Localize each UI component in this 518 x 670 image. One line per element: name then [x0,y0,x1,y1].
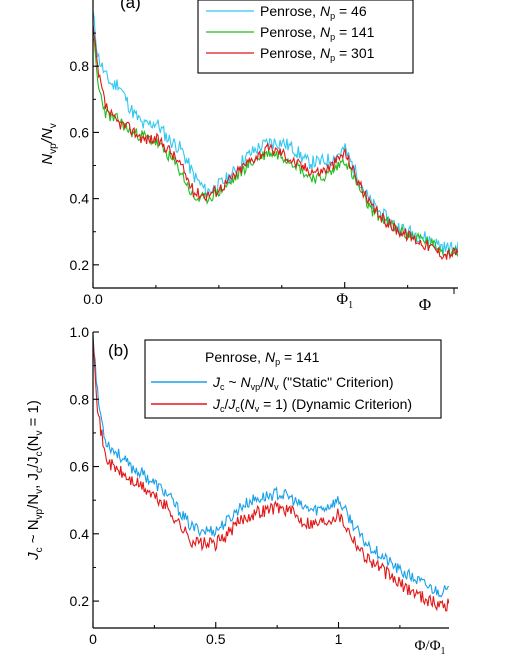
legend-entry: Jc/Jc(Nv = 1) (Dynamic Criterion) [212,396,412,414]
legend-box [197,0,414,74]
legend-entry: Penrose, Np = 301 [260,45,375,63]
y-tick-label: 0.4 [70,191,90,207]
y-tick-label: 0.8 [70,391,90,407]
x-tick-label: 1 [335,631,343,647]
x-tick-label: 0.5 [206,631,226,647]
legend-entry: Jc ~ Nvp/Nv ("Static" Criterion) [212,374,394,392]
legend-entry: Penrose, Np = 141 [260,24,375,42]
series-line-blue [93,334,449,598]
y-axis-label: Nvp/Nv [39,123,59,164]
y-tick-label: 0.6 [70,124,90,140]
chart-b: 0.2 0.4 0.6 0.8 1.0 0 0.5 1 Φ/Φ1 Jc ~ Nvp/Nv, Jc/… [25,324,449,657]
panel-label: (a) [120,0,141,12]
legend-title: Penrose, Np = 141 [205,349,320,367]
y-tick-label: 0.8 [70,58,90,74]
x-axis-label: Φ [419,295,431,314]
series-line-red [93,24,458,260]
y-tick-label: 0.4 [70,526,90,542]
chart-a: 0.2 0.4 0.6 0.8 0.0 Φ1 Φ Nvp/Nv (a) Penrose, Np =… [39,0,458,314]
y-tick-label: 1.0 [70,324,90,340]
x-tick-label: 0.0 [83,291,103,307]
y-tick-label: 0.6 [70,459,90,475]
x-tick-label: Φ1 [336,291,353,311]
y-tick-label: 0.2 [70,593,90,609]
y-axis-label: Jc ~ Nvp/Nv, Jc/Jc(Nv = 1) [25,400,45,561]
legend-entry: Penrose, Np = 46 [260,3,367,21]
x-axis-label: Φ/Φ1 [414,638,445,657]
legend-box [144,339,442,419]
panel-label: (b) [108,341,129,360]
series-line-red [93,338,449,612]
y-tick-label: 0.2 [70,257,90,273]
x-tick-label: 0 [89,631,97,647]
